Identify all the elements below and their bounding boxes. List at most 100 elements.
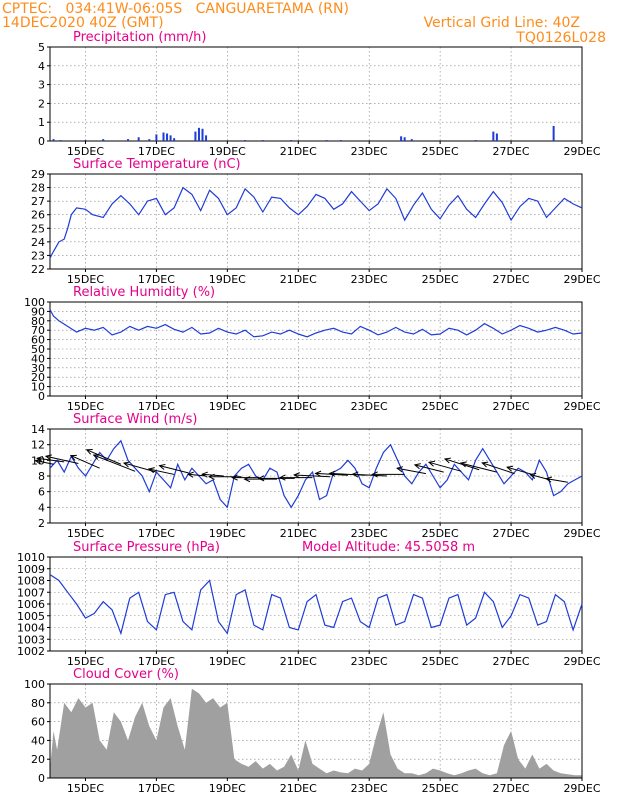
wind-arrow-head bbox=[278, 474, 286, 481]
y-tick-label: 14 bbox=[31, 423, 45, 436]
x-tick-label: 25DEC bbox=[422, 273, 459, 286]
precip-bar bbox=[201, 128, 204, 141]
x-tick-label: 25DEC bbox=[422, 400, 459, 413]
y-tick-label: 25 bbox=[31, 222, 45, 235]
y-tick-label: 3 bbox=[38, 79, 45, 92]
precip-bar bbox=[173, 138, 176, 141]
wind-arrow-head bbox=[481, 461, 489, 468]
y-tick-label: 26 bbox=[31, 209, 45, 222]
y-tick-label: 1002 bbox=[17, 645, 45, 658]
y-tick-label: 23 bbox=[31, 249, 45, 262]
wind-arrow-head bbox=[529, 472, 537, 479]
x-tick-label: 17DEC bbox=[138, 145, 175, 158]
wind-arrow-head bbox=[186, 471, 194, 478]
y-tick-label: 5 bbox=[38, 41, 45, 54]
wind-arrow-head bbox=[92, 454, 100, 460]
plot-frame bbox=[49, 173, 583, 270]
y-tick-label: 6 bbox=[38, 486, 45, 499]
y-tick-label: 60 bbox=[31, 334, 45, 347]
precip-bar bbox=[261, 140, 264, 141]
wind-arrow-head bbox=[459, 461, 467, 468]
y-tick-label: 60 bbox=[31, 716, 45, 729]
x-tick-label: 29DEC bbox=[563, 655, 600, 668]
panel-title: Surface Wind (m/s) bbox=[73, 412, 197, 427]
wind-arrow bbox=[352, 473, 387, 477]
precip-bar bbox=[205, 135, 208, 141]
precip-bar bbox=[244, 140, 247, 141]
x-tick-label: 15DEC bbox=[67, 400, 104, 413]
y-tick-label: 22 bbox=[31, 263, 45, 276]
x-tick-label: 27DEC bbox=[493, 655, 530, 668]
x-tick-label: 15DEC bbox=[67, 527, 104, 540]
x-tick-label: 27DEC bbox=[493, 145, 530, 158]
y-tick-label: 20 bbox=[31, 753, 45, 766]
wind-arrow-head bbox=[44, 454, 52, 461]
precip-bar bbox=[197, 127, 200, 141]
y-tick-label: 1006 bbox=[17, 598, 45, 611]
wind-arrow bbox=[159, 465, 189, 474]
x-tick-label: 19DEC bbox=[209, 527, 246, 540]
x-tick-label: 23DEC bbox=[351, 400, 388, 413]
header-grid-line: Vertical Grid Line: 40Z bbox=[424, 15, 580, 31]
y-tick-label: 0 bbox=[38, 135, 45, 148]
y-tick-label: 0 bbox=[38, 390, 45, 403]
wind-arrow-head bbox=[158, 463, 166, 470]
x-tick-label: 15DEC bbox=[67, 273, 104, 286]
wind-arrow bbox=[414, 464, 444, 473]
precip-bar bbox=[169, 135, 172, 141]
panel-title: Relative Humidity (%) bbox=[73, 285, 215, 300]
wind-arrow-head bbox=[293, 472, 300, 479]
precip-bar bbox=[325, 140, 328, 141]
wind-arrow-head bbox=[371, 471, 378, 478]
x-tick-label: 17DEC bbox=[138, 400, 175, 413]
series-line bbox=[49, 186, 583, 259]
wind-arrow bbox=[37, 457, 65, 463]
y-tick-label: 1005 bbox=[17, 610, 45, 623]
x-tick-label: 21DEC bbox=[280, 527, 317, 540]
x-tick-label: 23DEC bbox=[351, 273, 388, 286]
x-tick-label: 19DEC bbox=[209, 655, 246, 668]
y-tick-label: 100 bbox=[24, 296, 45, 309]
precip-bar bbox=[127, 139, 130, 141]
precip-bar bbox=[59, 140, 62, 141]
x-tick-label: 27DEC bbox=[493, 273, 530, 286]
header-date: 14DEC2020 40Z (GMT) bbox=[2, 15, 164, 31]
series-line bbox=[49, 309, 583, 338]
precip-bar bbox=[552, 125, 555, 141]
y-tick-label: 0 bbox=[38, 772, 45, 785]
wind-arrow bbox=[460, 462, 498, 473]
precip-bar bbox=[492, 131, 495, 141]
y-tick-label: 90 bbox=[31, 305, 45, 318]
wind-arrow bbox=[45, 455, 79, 464]
precip-bar bbox=[339, 140, 342, 141]
wind-arrow bbox=[482, 462, 515, 475]
x-tick-label: 17DEC bbox=[138, 273, 175, 286]
y-tick-label: 4 bbox=[38, 501, 45, 514]
y-tick-label: 29 bbox=[31, 168, 45, 181]
precip-bar bbox=[148, 139, 151, 141]
precip-bar bbox=[52, 139, 55, 141]
series-line bbox=[49, 574, 583, 636]
x-tick-label: 29DEC bbox=[563, 400, 600, 413]
y-tick-label: 2 bbox=[38, 97, 45, 110]
wind-arrow bbox=[507, 466, 533, 475]
wind-arrow-head bbox=[427, 460, 436, 467]
x-tick-label: 23DEC bbox=[351, 655, 388, 668]
y-tick-label: 1009 bbox=[17, 563, 45, 576]
x-tick-label: 19DEC bbox=[209, 145, 246, 158]
header-station: CPTEC: 034:41W-06:05S CANGUARETAMA (RN) bbox=[2, 1, 349, 17]
y-tick-label: 4 bbox=[38, 60, 45, 73]
plot-frame bbox=[49, 683, 583, 779]
x-tick-label: 27DEC bbox=[493, 782, 530, 795]
wind-arrow-head bbox=[243, 476, 251, 483]
x-tick-label: 19DEC bbox=[209, 273, 246, 286]
wind-arrow bbox=[93, 454, 136, 472]
wind-arrow bbox=[428, 461, 462, 472]
wind-arrow bbox=[148, 468, 175, 475]
x-tick-label: 17DEC bbox=[138, 782, 175, 795]
x-tick-label: 23DEC bbox=[351, 782, 388, 795]
cloud-area bbox=[50, 688, 582, 778]
x-tick-label: 21DEC bbox=[280, 145, 317, 158]
wind-arrow bbox=[188, 473, 207, 477]
